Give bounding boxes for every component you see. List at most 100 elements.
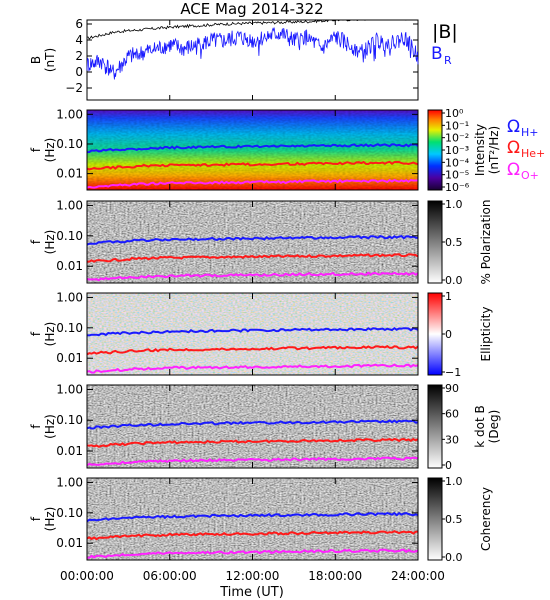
colorbar-tick-label: 0 [445,328,452,341]
y-axis-label: f [29,239,43,244]
y-tick-label: 1.00 [56,475,83,489]
spectrogram-texture [87,201,418,283]
colorbar-tick-label: 90 [445,382,459,395]
colorbar-tick-label: 10⁻² [445,132,469,145]
x-tick-label: 18:00:00 [308,569,362,583]
legend-gyrofrequency-ion: O+ [521,169,539,182]
colorbar [427,477,443,561]
gyrofrequency-line-Heplus [86,437,419,448]
colorbar-tick-label: 10⁻³ [445,144,469,157]
colorbar-tick-label: 0.5 [445,513,463,526]
y-axis-unit: (Hz) [43,138,57,163]
y-tick-label: 0.10 [56,321,83,335]
colorbar [427,384,443,469]
spectrogram-wash [87,293,418,375]
y-tick-label: 1.00 [56,290,83,304]
colorbar-tick-label: 30 [445,433,459,446]
legend-gyrofrequency-ion: He+ [521,147,545,160]
y-tick-label: 1.00 [56,382,83,396]
colorbar-title: % Polarization [479,200,493,285]
colorbar-tick-label: 0 [445,459,452,472]
x-tick-label: 06:00:00 [143,569,197,583]
gyrofrequency-line-Heplus [86,530,419,541]
gyrofrequency-line-Heplus [86,160,419,171]
colorbar-tick-label: 10⁻⁵ [445,169,469,182]
gyrofrequency-line-Oplus [86,363,419,374]
colorbar-title: Coherency [479,487,493,551]
gyrofrequency-line-Hplus [86,326,419,337]
gyrofrequency-line-Heplus [86,345,419,356]
colorbar-tick-label: 1.0 [445,475,463,488]
colorbar-title: Ellipticity [479,307,493,362]
colorbar [427,109,443,191]
colorbar-tick-label: 0.0 [445,551,463,564]
panel-spectrogram-1: 1.00 0.10 0.01 f (Hz) 10⁰10⁻¹10⁻²10⁻³10⁻⁴10⁻⁵… [29,107,501,194]
gyrofrequency-line-Hplus [86,511,419,523]
gyrofrequency-line-Oplus [86,271,419,282]
y-axis-label: f [29,516,43,521]
y-tick-label: 1.00 [56,107,83,121]
y-tick-label: 0.10 [56,506,83,520]
y-tick-label: 0.10 [56,137,83,151]
y-tick-label: 0.01 [56,536,83,550]
colorbar-tick-label: 10⁰ [445,107,464,120]
y-axis-unit: (Hz) [43,322,57,347]
y-axis-unit: (Hz) [43,507,57,532]
y-axis-label: f [29,147,43,152]
colorbar-title: Intensity [473,124,487,176]
figure-title: ACE Mag 2014-322 [180,0,323,18]
y-axis-label: B [29,56,43,64]
y-tick-label: 0.01 [56,351,83,365]
y-tick-label: 0 [75,65,83,79]
x-tick-label: 24:00:00 [391,569,445,583]
colorbar-tick-label: 60 [445,408,459,421]
y-axis-unit: (nT) [43,48,57,72]
y-tick-label: 2 [75,49,83,63]
y-tick-label: 0.01 [56,167,83,181]
y-tick-label: 0.01 [56,444,83,458]
x-tick-label: 00:00:00 [60,569,114,583]
x-tick-label: 12:00:00 [226,569,280,583]
legend-b-radial: B [431,44,443,64]
spectrogram-texture [87,478,418,560]
colorbar-tick-label: 10⁻¹ [445,119,469,132]
colorbar-tick-label: 0.5 [445,236,463,249]
gyrofrequency-line-Heplus [86,253,419,263]
y-axis-label: f [29,424,43,429]
spectrogram-texture [87,385,418,468]
colorbar-title: k dot B [473,405,487,447]
plot-frame [86,19,419,101]
legend-b-radial-subscript: R [444,54,452,67]
y-tick-label: 6 [75,17,83,31]
y-axis-label: f [29,331,43,336]
legend-b-total: |B| [432,21,458,43]
panel-spectrogram-2: 1.00 0.10 0.01 f (Hz) 1.0 0.5 0.0 % Polarization [29,198,493,287]
colorbar-tick-label: 1 [445,290,452,303]
colorbar-tick-label: 0.0 [445,274,463,287]
panel-spectrogram-3: 1.00 0.10 0.01 f (Hz) 1 0 −1 Ellipticity [29,290,493,379]
legend-gyrofrequency-ion: H+ [521,126,539,139]
panel-spectrogram-5: 1.00 0.10 0.01 f (Hz) 1.0 0.5 0.0 Coherency [29,475,493,564]
gyrofrequency-line-Oplus [86,548,419,559]
gyrofrequency-line-Hplus [86,235,419,246]
legend-gyrofrequency-symbol: Ω [507,117,520,137]
y-axis-unit: (Hz) [43,230,57,255]
legend-gyrofrequency-symbol: Ω [507,138,520,158]
y-tick-label: −2 [65,81,83,95]
colorbar-tick-label: −1 [445,366,461,379]
colorbar-tick-label: 10⁻⁴ [445,156,470,169]
panel-spectrogram-4: 1.00 0.10 0.01 f (Hz) 90 60 30 0 k dot B (Deg) [29,382,501,472]
colorbar-unit: (Deg) [487,410,501,444]
y-axis-unit: (Hz) [43,414,57,439]
colorbar [427,292,443,376]
gyrofrequency-line-Oplus [86,456,419,467]
b-radial-line [86,27,419,80]
y-tick-label: 4 [75,33,83,47]
y-tick-label: 0.10 [56,229,83,243]
y-tick-label: 0.01 [56,259,83,273]
gyrofrequency-line-Hplus [86,419,419,430]
gyrofrequency-line-Hplus [86,143,419,154]
colorbar-tick-label: 1.0 [445,198,463,211]
y-tick-label: 1.00 [56,198,83,212]
